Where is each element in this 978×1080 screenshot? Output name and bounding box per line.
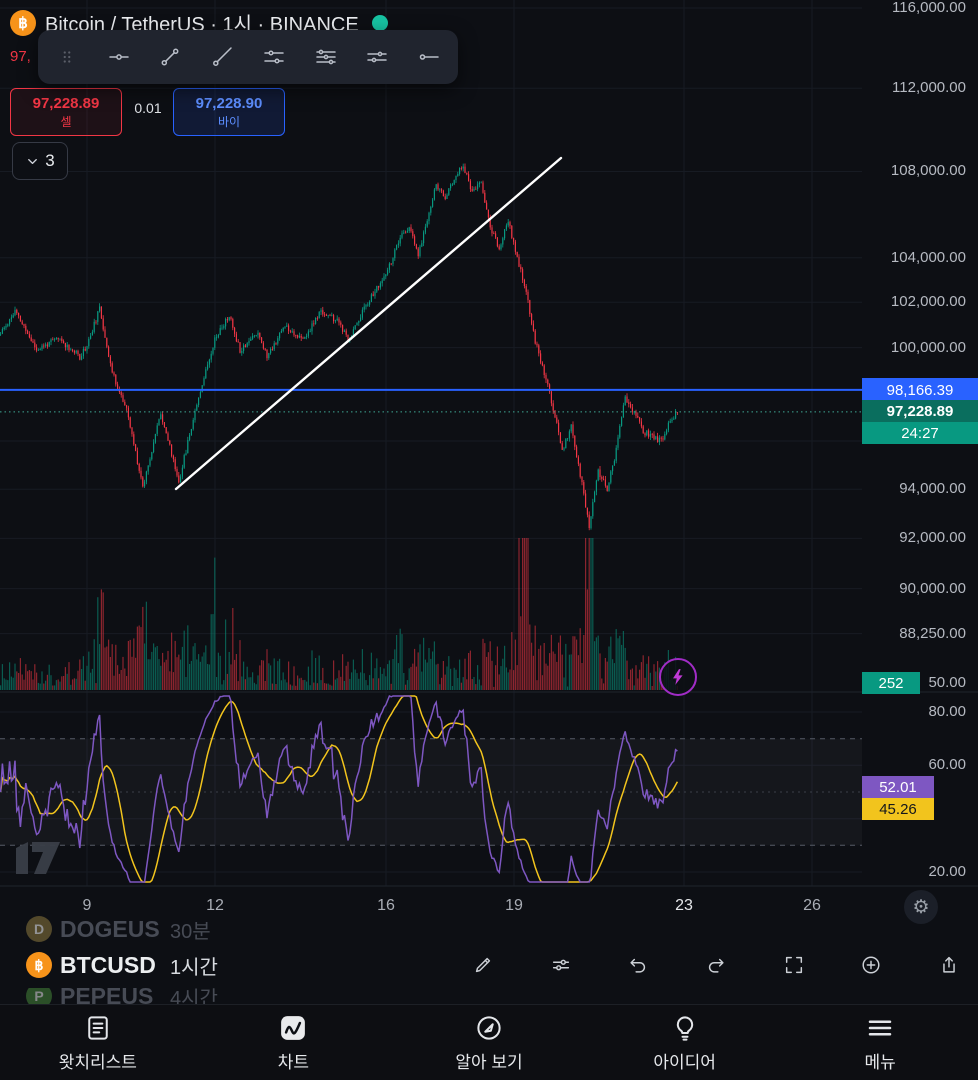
nav-label: 아이디어 xyxy=(653,1052,716,1072)
lightning-icon xyxy=(673,669,683,685)
symbol-name: PEPEUS xyxy=(60,988,154,1004)
price-scale-label: 50.00 xyxy=(928,674,966,691)
exchange-logo-icon xyxy=(371,14,388,31)
hamburger-menu-icon xyxy=(865,1013,895,1043)
pepe-icon: P xyxy=(26,988,52,1004)
rsi-ma-value-badge: 45.26 xyxy=(862,798,934,820)
sell-price: 97,228.89 xyxy=(32,94,100,112)
buy-price: 97,228.90 xyxy=(195,94,263,112)
symbol-interval: 4시간 xyxy=(170,988,218,1004)
layer-count: 3 xyxy=(45,151,55,170)
buy-label: 바이 xyxy=(217,114,241,129)
watchlist-icon xyxy=(83,1013,113,1043)
nav-label: 왓치리스트 xyxy=(58,1052,137,1072)
nav-menu[interactable]: 메뉴 xyxy=(782,1005,978,1080)
parallel-lines-icon[interactable] xyxy=(261,44,287,70)
disjoint-lines-icon[interactable] xyxy=(313,44,339,70)
flat-lines-icon[interactable] xyxy=(364,44,390,70)
horizontal-ray-icon[interactable] xyxy=(416,44,442,70)
ohlc-readout: 97, xyxy=(10,48,31,65)
doge-icon: D xyxy=(26,916,52,942)
symbol-name: DOGEUS xyxy=(60,916,160,942)
nav-chart[interactable]: 차트 xyxy=(196,1005,392,1080)
spread-value: 0.01 xyxy=(134,100,162,116)
sell-label: 셀 xyxy=(60,114,72,129)
last-price-badge: 97,228.89 xyxy=(862,400,978,422)
draw-button[interactable] xyxy=(466,948,500,982)
symbol-row-next[interactable]: P PEPEUS 4시간 xyxy=(0,988,218,1004)
symbol-interval: 30분 xyxy=(170,920,211,943)
fullscreen-button[interactable] xyxy=(777,948,811,982)
price-chart-canvas[interactable] xyxy=(0,0,978,922)
symbol-name: BTCUSD xyxy=(60,951,156,978)
nav-label: 메뉴 xyxy=(864,1052,896,1072)
bar-countdown-badge: 24:27 xyxy=(862,422,978,444)
trend-line-icon[interactable] xyxy=(157,44,183,70)
symbol-row-current[interactable]: ฿ BTCUSD 1시간 xyxy=(0,944,218,986)
lightbulb-icon xyxy=(670,1013,700,1043)
symbol-row-previous[interactable]: D DOGEUS 30분 xyxy=(0,916,211,942)
layers-dropdown[interactable]: 3 xyxy=(12,142,68,180)
nav-explore[interactable]: 알아 보기 xyxy=(391,1005,587,1080)
tradingview-watermark xyxy=(16,842,60,874)
redo-button[interactable] xyxy=(699,948,733,982)
nav-ideas[interactable]: 아이디어 xyxy=(587,1005,783,1080)
volume-value-badge: 252 xyxy=(862,672,920,694)
chart-icon xyxy=(278,1013,308,1043)
share-button[interactable] xyxy=(932,948,966,982)
chevron-down-icon xyxy=(28,158,38,164)
nav-label: 차트 xyxy=(277,1052,310,1072)
horizontal-line-icon[interactable] xyxy=(106,44,132,70)
buy-button[interactable]: 97,228.90 바이 xyxy=(173,88,285,136)
bottom-navigation: 왓치리스트 차트 알아 보기 아이디어 메뉴 xyxy=(0,1004,978,1080)
axis-settings-gear-button[interactable]: ⚙ xyxy=(904,890,938,924)
sell-button[interactable]: 97,228.89 셀 xyxy=(10,88,122,136)
explore-compass-icon xyxy=(474,1013,504,1043)
nav-watchlist[interactable]: 왓치리스트 xyxy=(0,1005,196,1080)
drag-handle-icon[interactable] xyxy=(54,44,80,70)
symbol-interval: 1시간 xyxy=(170,956,218,979)
rsi-value-badge: 52.01 xyxy=(862,776,934,798)
chart-toolbar[interactable] xyxy=(466,938,966,992)
quick-action-lightning-button[interactable] xyxy=(659,658,697,696)
bitcoin-icon: ฿ xyxy=(10,9,36,36)
ray-icon[interactable] xyxy=(209,44,235,70)
alert-line-price-badge[interactable]: 98,166.39 xyxy=(862,378,978,402)
drawing-toolbar[interactable] xyxy=(38,30,458,84)
btc-icon: ฿ xyxy=(26,952,52,978)
indicators-button[interactable] xyxy=(544,948,578,982)
add-alert-button[interactable] xyxy=(854,948,888,982)
undo-button[interactable] xyxy=(621,948,655,982)
nav-label: 알아 보기 xyxy=(455,1052,523,1072)
